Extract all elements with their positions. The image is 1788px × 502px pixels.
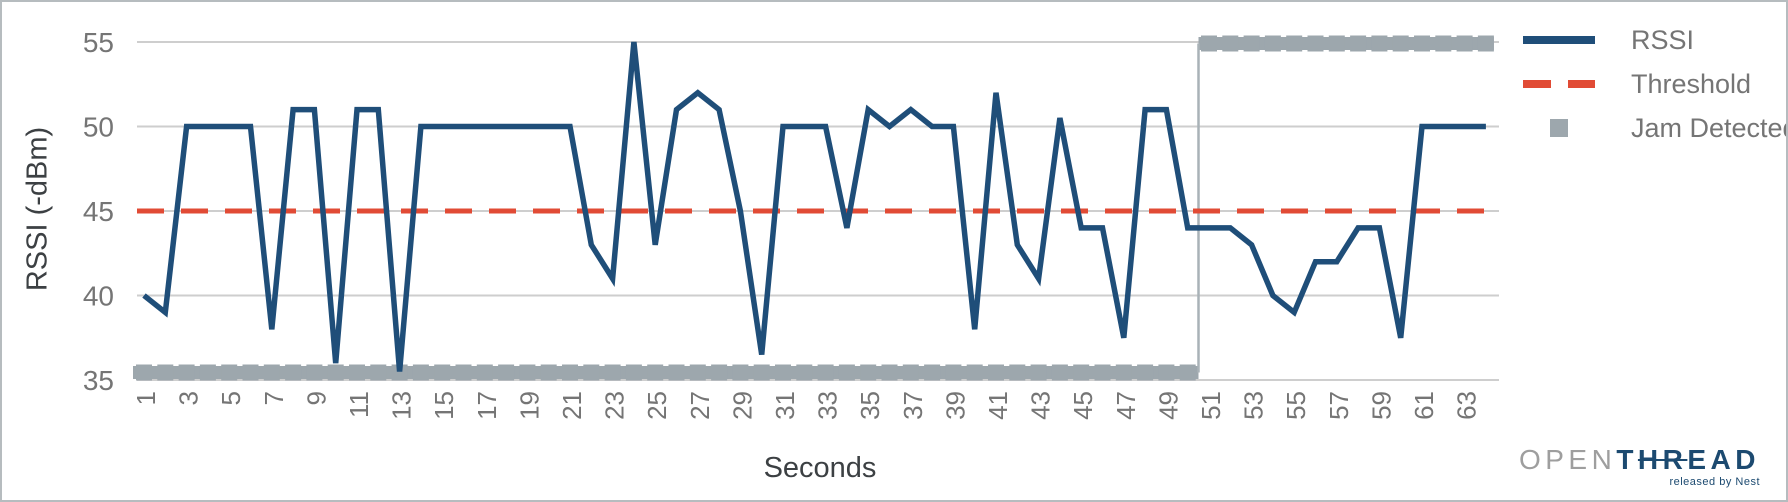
svg-text:13: 13 [387,391,417,420]
svg-text:35: 35 [855,391,885,420]
openthread-logo: OPENTHREAD released by Nest [1519,446,1760,488]
svg-text:5: 5 [216,391,246,405]
svg-text:31: 31 [770,391,800,420]
jam-detected-series [133,35,1494,381]
logo-t-text: T [1616,444,1638,475]
svg-text:21: 21 [557,391,587,420]
logo-wordmark: OPENTHREAD [1519,446,1760,474]
svg-text:63: 63 [1452,391,1482,420]
svg-text:7: 7 [259,391,289,405]
logo-ead-text: EAD [1687,444,1760,475]
svg-text:59: 59 [1366,391,1396,420]
rssi-line-icon [1523,36,1595,44]
svg-text:49: 49 [1153,391,1183,420]
y-axis-title: RSSI (-dBm) [21,126,54,292]
svg-text:1: 1 [131,391,161,405]
svg-text:55: 55 [1281,391,1311,420]
jam-square-icon [1523,119,1595,137]
legend-label-rssi: RSSI [1631,24,1695,55]
legend: RSSI Threshold Jam Detected [1523,18,1788,150]
svg-text:47: 47 [1111,391,1141,420]
svg-text:40: 40 [83,281,114,312]
legend-item-threshold: Threshold [1523,62,1786,106]
logo-open-text: OPEN [1518,444,1617,475]
svg-text:61: 61 [1409,391,1439,420]
svg-text:9: 9 [301,391,331,405]
svg-text:50: 50 [83,112,114,143]
svg-text:23: 23 [600,391,630,420]
svg-text:45: 45 [83,196,114,227]
svg-text:55: 55 [83,27,114,58]
y-tick-labels: 35 40 45 50 55 [83,27,114,396]
svg-text:19: 19 [514,391,544,420]
svg-text:17: 17 [472,391,502,420]
threshold-dash-icon [1523,80,1595,88]
x-axis-title: Seconds [763,452,877,484]
rssi-line [142,41,1486,372]
svg-text:45: 45 [1068,391,1098,420]
legend-label-jam: Jam Detected [1631,112,1788,143]
legend-label-threshold: Threshold [1631,68,1752,99]
svg-text:39: 39 [940,391,970,420]
svg-text:29: 29 [727,391,757,420]
svg-text:11: 11 [344,391,374,418]
legend-item-jam: Jam Detected [1523,106,1788,150]
svg-text:53: 53 [1239,391,1269,420]
svg-text:15: 15 [429,391,459,420]
legend-item-rssi: RSSI [1523,18,1786,62]
svg-text:41: 41 [983,391,1013,420]
logo-subtitle: released by Nest [1669,476,1760,488]
svg-text:3: 3 [174,391,204,405]
svg-text:51: 51 [1196,391,1226,420]
svg-text:43: 43 [1026,391,1056,420]
svg-text:57: 57 [1324,391,1354,420]
svg-text:35: 35 [83,365,114,396]
x-tick-labels: 1 3 5 7 9 11 13 15 17 19 21 23 25 27 29 31 33 35 37 39 41 43 4… [131,391,1482,420]
svg-text:37: 37 [898,391,928,420]
svg-text:33: 33 [813,391,843,420]
logo-hr-text: HR [1637,444,1688,475]
svg-text:27: 27 [685,391,715,420]
svg-text:25: 25 [642,391,672,420]
